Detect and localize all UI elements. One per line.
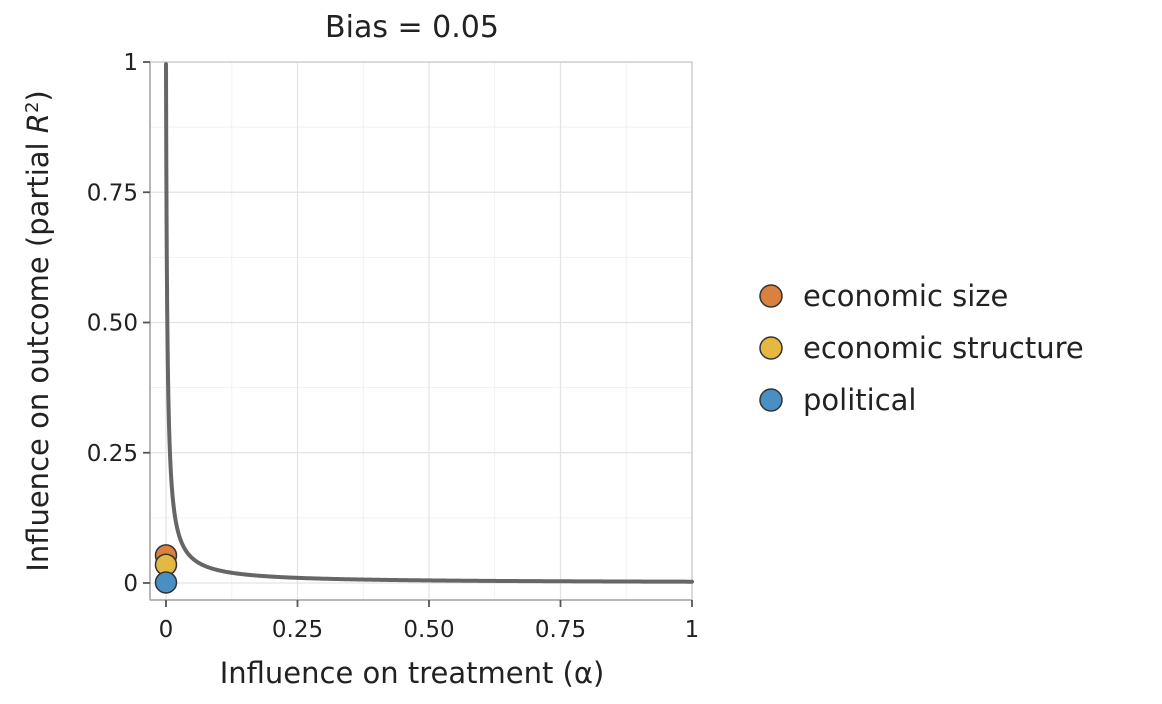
y-axis-label-main: Influence on outcome (partial [21,133,55,572]
points-layer [154,544,178,594]
y-tick-label: 0.50 [87,311,138,337]
legend-marker [759,284,783,308]
y-tick-label: 0 [123,571,138,597]
bias-curve [164,62,694,584]
data-point-political [154,571,178,594]
legend-marker [759,336,783,360]
y-axis-label-sup: 2 [22,102,43,113]
curve-layer [164,62,694,584]
x-tick-label: 0.50 [403,617,454,643]
y-axis-label: Influence on outcome (partial R2) [21,90,55,571]
x-axis-label: Influence on treatment (α) [220,656,605,690]
chart-title: Bias = 0.05 [325,10,499,45]
x-tick-label: 0.25 [272,617,323,643]
y-tick-label: 0.75 [87,180,138,206]
y-axis-label-r: R [21,113,55,133]
legend: economic size economic structure political [759,279,1084,417]
axes [143,61,693,607]
grid-lines [150,61,693,600]
x-tick-label: 0.75 [535,617,586,643]
y-axis-label-close: ) [21,90,55,101]
y-tick-label: 0.25 [87,441,138,467]
tick-labels: 0 0.25 0.50 0.75 1 0 0.25 0.50 0.75 1 [87,50,700,643]
x-tick-label: 1 [685,617,700,643]
plot-area [143,61,694,607]
y-tick-label: 1 [123,50,138,76]
legend-label: economic structure [803,331,1084,365]
legend-label: economic size [803,279,1008,313]
x-tick-label: 0 [159,617,174,643]
legend-marker [759,388,783,412]
legend-label: political [803,383,916,417]
